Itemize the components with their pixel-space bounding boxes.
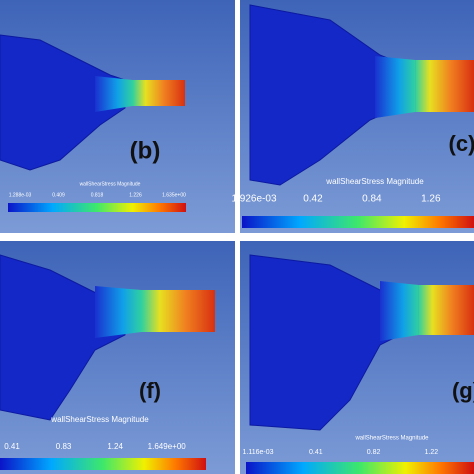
- colorbar-title: wallShearStress Magnitude: [80, 181, 141, 187]
- colorbar-tick-label: 1.649e+00: [148, 442, 187, 451]
- colorbar-title: wallShearStress Magnitude: [50, 415, 149, 424]
- colorbar-tick-label: 0.41: [309, 449, 323, 456]
- colorbar-tick-label: 0.82: [367, 449, 381, 456]
- panel: (c) wallShearStress Magnitude 1.926e-03 0.4…: [231, 0, 474, 233]
- panel-label: (g): [452, 378, 474, 403]
- colorbar-title: wallShearStress Magnitude: [354, 436, 429, 442]
- colorbar-tick-label: 0.818: [91, 192, 104, 198]
- colorbar-title: wallShearStress Magnitude: [325, 177, 424, 186]
- geometry-neck: [95, 76, 133, 112]
- colorbar-tick-label: 1.226: [129, 192, 142, 198]
- colorbar-tick-label: 0.41: [4, 442, 20, 451]
- colorbar-tick-label: 0.84: [362, 194, 382, 205]
- colorbar: [246, 462, 474, 474]
- colorbar-tick-label: 0.409: [52, 192, 65, 198]
- panel: (g) wallShearStress Magnitude 1.116e-03 0.4…: [240, 241, 474, 474]
- colorbar-tick-label: 1.24: [107, 442, 123, 451]
- colorbar-tick-label: 1.635e+00: [162, 192, 186, 198]
- geometry-neck: [95, 286, 142, 338]
- colorbar: [8, 203, 186, 212]
- colorbar-tick-label: 1.288e-03: [9, 192, 32, 198]
- geometry-neck: [380, 281, 419, 341]
- geometry-body: [0, 34, 126, 171]
- colorbar-tick-label: 0.83: [56, 442, 72, 451]
- colorbar-tick-label: 1.926e-03: [231, 194, 276, 205]
- colorbar-tick-label: 1.22: [425, 449, 439, 456]
- colorbar-tick-label: 0.42: [303, 194, 323, 205]
- geometry-body: [0, 254, 126, 421]
- geometry-nozzle: [415, 60, 474, 112]
- panel-label: (f): [139, 378, 161, 403]
- panel: (b) wallShearStress Magnitude 1.288e-03 0.4…: [0, 0, 235, 233]
- geometry-nozzle: [132, 80, 185, 106]
- geometry-nozzle: [141, 290, 215, 332]
- colorbar: [0, 458, 206, 470]
- colorbar-tick-label: 1.116e-03: [242, 449, 273, 456]
- colorbar-tick-label: 1.26: [421, 194, 441, 205]
- panel: (f) wallShearStress Magnitude 0.41 0.83 1.24…: [0, 241, 235, 474]
- panel-label: (c): [449, 131, 474, 156]
- geometry-nozzle: [418, 285, 474, 335]
- geometry-neck: [375, 56, 416, 118]
- panel-label: (b): [130, 137, 161, 164]
- colorbar: [242, 216, 474, 228]
